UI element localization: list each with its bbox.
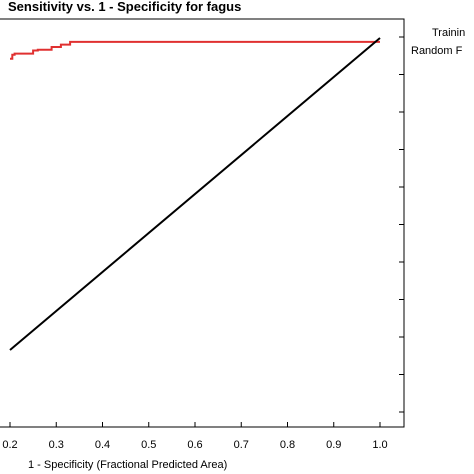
random-prediction-line [9, 37, 381, 351]
chart-title: Sensitivity vs. 1 - Specificity for fagu… [8, 0, 242, 14]
x-axis-label: 1 - Specificity (Fractional Predicted Ar… [28, 459, 228, 471]
x-tick-label: 0.4 [95, 439, 110, 451]
training-roc-line [10, 40, 380, 60]
x-tick-label: 0.6 [187, 439, 202, 451]
plot-frame [0, 18, 405, 428]
x-tick-label: 0.7 [234, 439, 249, 451]
x-tick-label: 0.9 [326, 439, 341, 451]
x-tick-label: 0.8 [280, 439, 295, 451]
x-tick-label: 0.2 [2, 439, 17, 451]
x-tick-label: 0.3 [49, 439, 64, 451]
x-tick-label: 1.0 [372, 439, 387, 451]
legend-entry-random: Random F [411, 45, 463, 57]
x-tick-label: 0.5 [141, 439, 156, 451]
legend-entry-training: Trainin [432, 27, 466, 39]
